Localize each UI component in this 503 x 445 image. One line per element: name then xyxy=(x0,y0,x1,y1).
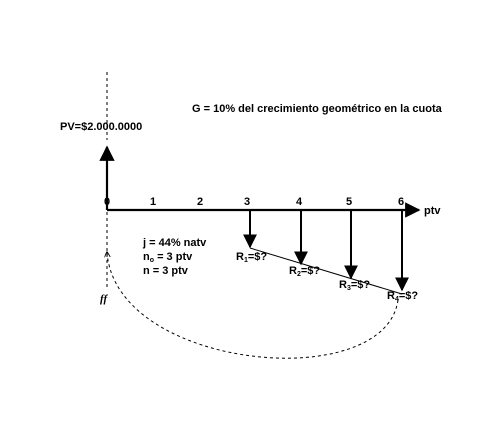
deferral-sub: o xyxy=(150,257,154,264)
period-label-0: 0 xyxy=(104,196,110,208)
growth-note: G = 10% del crecimiento geométrico en la… xyxy=(192,103,443,115)
payment-label-1: R1=$? xyxy=(236,251,267,264)
deferral-suffix: = 3 ptv xyxy=(154,251,193,263)
payment-label-2: R2=$? xyxy=(289,265,320,278)
unit-label: ptv xyxy=(424,205,441,217)
present-value-label: PV=$2.000.0000 xyxy=(60,121,142,133)
period-label-1: 1 xyxy=(150,196,156,208)
payment-label-3: R3=$? xyxy=(339,279,370,292)
focal-date-label: ff xyxy=(100,293,108,305)
rate-text: j = 44% natv xyxy=(142,237,207,249)
period-label-2: 2 xyxy=(197,196,203,208)
period-label-5: 5 xyxy=(346,196,352,208)
period-label-3: 3 xyxy=(244,196,250,208)
payment-label-4: R4=$? xyxy=(387,290,418,303)
term-text: n = 3 ptv xyxy=(143,265,189,277)
period-label-4: 4 xyxy=(296,196,303,208)
deferral-text: no = 3 ptv xyxy=(143,251,193,264)
period-label-6: 6 xyxy=(398,196,404,208)
discount-curve-arrow xyxy=(107,252,399,359)
deferral-prefix: n xyxy=(143,251,150,263)
growth-trend-line xyxy=(249,247,403,295)
